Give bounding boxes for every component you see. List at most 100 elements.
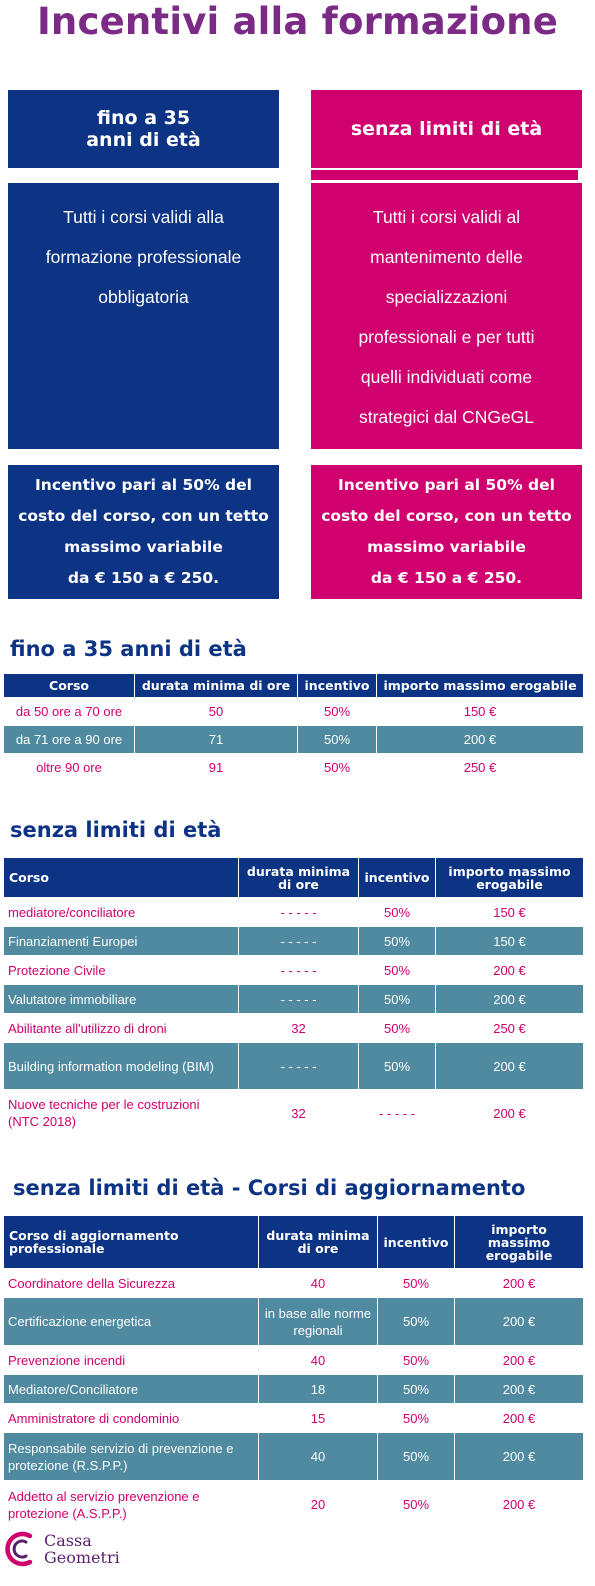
cell-incentivo: 50% (377, 1480, 455, 1529)
cell-incentivo: 50% (377, 1374, 455, 1404)
header-accent-bar (311, 170, 578, 180)
table-row: Protezione Civile - - - - - 50% 200 € (3, 955, 584, 985)
section-title-under-35: fino a 35 anni di età (10, 637, 247, 661)
table-row: Finanziamenti Europei - - - - - 50% 150 … (3, 926, 584, 956)
cell-durata: 20 (258, 1480, 378, 1529)
cell-importo: 250 € (376, 753, 584, 782)
cell-incentivo: 50% (377, 1432, 455, 1481)
age-under-35-incentive: Incentivo pari al 50% del costo del cors… (8, 465, 279, 599)
table-row: Prevenzione incendi 40 50% 200 € (3, 1345, 584, 1375)
cell-durata: 71 (134, 725, 298, 754)
col-header-importo: importo massimo erogabile (454, 1215, 584, 1269)
page-title: Incentivi alla formazione (36, 0, 559, 43)
cell-incentivo: 50% (358, 955, 436, 985)
cell-durata: 40 (258, 1268, 378, 1298)
section-title-no-age-limit: senza limiti di età (10, 818, 222, 842)
age-under-35-header: fino a 35 anni di età (8, 90, 279, 168)
table-row: Amministratore di condominio 15 50% 200 … (3, 1403, 584, 1433)
col-header-durata: durata minima di ore (238, 857, 359, 898)
cell-durata: 50 (134, 697, 298, 726)
col-header-durata: durata minima di ore (258, 1215, 378, 1269)
table-under-35: Corso durata minima di ore incentivo imp… (3, 673, 584, 782)
no-age-limit-header: senza limiti di età (311, 90, 582, 168)
cell-incentivo: 50% (358, 926, 436, 956)
cell-durata: - - - - - (238, 1042, 359, 1090)
cell-corso: Prevenzione incendi (3, 1345, 259, 1375)
col-header-incentivo: incentivo (297, 673, 377, 698)
cell-durata: 40 (258, 1432, 378, 1481)
table-row: da 71 ore a 90 ore 71 50% 200 € (3, 725, 584, 754)
cell-incentivo: 50% (358, 984, 436, 1014)
section-title-refresher-courses: senza limiti di età - Corsi di aggiornam… (13, 1176, 526, 1200)
cell-importo: 200 € (454, 1268, 584, 1298)
table-row: Addetto al servizio prevenzione e protez… (3, 1480, 584, 1529)
cell-corso: Amministratore di condominio (3, 1403, 259, 1433)
cell-incentivo: 50% (297, 753, 377, 782)
cell-durata: - - - - - (238, 955, 359, 985)
cell-corso: Valutatore immobiliare (3, 984, 239, 1014)
cell-durata: 32 (238, 1013, 359, 1043)
cell-durata: 15 (258, 1403, 378, 1433)
cell-corso: da 50 ore a 70 ore (3, 697, 135, 726)
cell-durata: - - - - - (238, 897, 359, 927)
col-header-importo: importo massimo erogabile (435, 857, 584, 898)
table-row: Abilitante all'utilizzo di droni 32 50% … (3, 1013, 584, 1043)
table-row: da 50 ore a 70 ore 50 50% 150 € (3, 697, 584, 726)
cell-importo: 150 € (435, 926, 584, 956)
cell-importo: 200 € (454, 1345, 584, 1375)
cell-durata: 91 (134, 753, 298, 782)
col-header-importo: importo massimo erogabile (376, 673, 584, 698)
cell-corso: Finanziamenti Europei (3, 926, 239, 956)
cell-corso: oltre 90 ore (3, 753, 135, 782)
logo-text: Cassa Geometri (44, 1531, 120, 1567)
cell-durata: - - - - - (238, 926, 359, 956)
cell-importo: 200 € (435, 1089, 584, 1137)
cell-durata: in base alle norme regionali (258, 1297, 378, 1346)
table-no-age-limit: Corso durata minima di ore incentivo imp… (3, 857, 584, 1137)
cell-importo: 200 € (435, 1042, 584, 1090)
cell-incentivo: 50% (358, 1013, 436, 1043)
cell-incentivo: - - - - - (358, 1089, 436, 1137)
cell-incentivo: 50% (358, 1042, 436, 1090)
table-row: Certificazione energetica in base alle n… (3, 1297, 584, 1346)
cell-corso: Abilitante all'utilizzo di droni (3, 1013, 239, 1043)
cell-durata: - - - - - (238, 984, 359, 1014)
col-header-incentivo: incentivo (358, 857, 436, 898)
cell-incentivo: 50% (377, 1297, 455, 1346)
cell-corso: Protezione Civile (3, 955, 239, 985)
col-header-durata: durata minima di ore (134, 673, 298, 698)
table-row: Responsabile servizio di prevenzione e p… (3, 1432, 584, 1481)
cell-importo: 250 € (435, 1013, 584, 1043)
cell-importo: 150 € (435, 897, 584, 927)
no-age-limit-description: Tutti i corsi validi al mantenimento del… (311, 183, 582, 449)
cell-incentivo: 50% (358, 897, 436, 927)
cell-durata: 40 (258, 1345, 378, 1375)
cell-corso: Nuove tecniche per le costruzioni (NTC 2… (3, 1089, 239, 1137)
cell-corso: Certificazione energetica (3, 1297, 259, 1346)
cell-corso: Addetto al servizio prevenzione e protez… (3, 1480, 259, 1529)
cell-corso: da 71 ore a 90 ore (3, 725, 135, 754)
cell-durata: 32 (238, 1089, 359, 1137)
table-row: Building information modeling (BIM) - - … (3, 1042, 584, 1090)
col-header-corso: Corso di aggiornamento professionale (3, 1215, 259, 1269)
cell-importo: 200 € (454, 1432, 584, 1481)
cell-importo: 200 € (435, 984, 584, 1014)
table-refresher-courses: Corso di aggiornamento professionale dur… (3, 1215, 584, 1529)
cell-importo: 200 € (454, 1480, 584, 1529)
cell-incentivo: 50% (297, 697, 377, 726)
table-row: Nuove tecniche per le costruzioni (NTC 2… (3, 1089, 584, 1137)
cell-incentivo: 50% (377, 1403, 455, 1433)
table-row: Mediatore/Conciliatore 18 50% 200 € (3, 1374, 584, 1404)
cell-importo: 200 € (454, 1374, 584, 1404)
cell-importo: 200 € (454, 1297, 584, 1346)
cell-importo: 200 € (376, 725, 584, 754)
col-header-incentivo: incentivo (377, 1215, 455, 1269)
cell-corso: Building information modeling (BIM) (3, 1042, 239, 1090)
cell-durata: 18 (258, 1374, 378, 1404)
cell-corso: Coordinatore della Sicurezza (3, 1268, 259, 1298)
no-age-limit-incentive: Incentivo pari al 50% del costo del cors… (311, 465, 582, 599)
cell-corso: mediatore/conciliatore (3, 897, 239, 927)
cassa-geometri-logo-icon (5, 1531, 33, 1567)
table-row: oltre 90 ore 91 50% 250 € (3, 753, 584, 782)
cell-incentivo: 50% (377, 1268, 455, 1298)
